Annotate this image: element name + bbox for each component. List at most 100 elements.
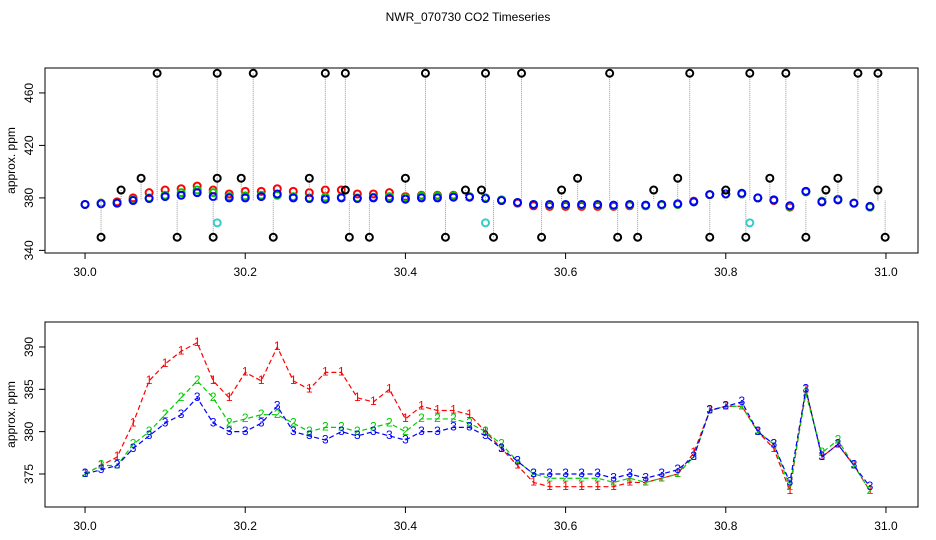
point-marker: 1	[386, 381, 393, 395]
point-marker: 1	[226, 390, 233, 404]
point	[609, 200, 619, 210]
point-marker: 2	[258, 407, 265, 421]
point-marker: 2	[130, 437, 137, 451]
point-marker: 1	[114, 449, 121, 463]
point	[128, 196, 138, 206]
point-marker: 2	[835, 432, 842, 446]
point	[873, 68, 883, 78]
point-marker: 1	[274, 339, 281, 353]
point-marker: 1	[434, 403, 441, 417]
point	[112, 198, 122, 208]
point	[821, 185, 831, 195]
point-marker: 2	[466, 415, 473, 429]
point-marker: 3	[851, 458, 858, 472]
point-marker: 1	[706, 403, 713, 417]
point	[853, 68, 863, 78]
point	[256, 186, 266, 196]
point	[481, 68, 491, 78]
point-marker: 1	[626, 475, 633, 489]
point-marker: 1	[851, 458, 858, 472]
point-marker: 2	[322, 420, 329, 434]
point	[561, 199, 571, 209]
point-marker: 3	[482, 428, 489, 442]
point-marker: 2	[530, 466, 537, 480]
point-marker: 1	[835, 437, 842, 451]
y-axis-label: approx. ppm	[4, 381, 18, 448]
point-marker: 1	[194, 335, 201, 349]
point-marker: 1	[578, 479, 585, 493]
point-marker: 2	[354, 424, 361, 438]
point	[212, 218, 222, 228]
point-marker: 1	[803, 381, 810, 395]
point-marker: 2	[626, 470, 633, 484]
point-marker: 2	[418, 411, 425, 425]
point	[224, 193, 234, 203]
point-marker: 3	[642, 470, 649, 484]
point-marker: 2	[819, 445, 826, 459]
x-tick-label: 30.6	[554, 519, 578, 533]
point-marker: 3	[370, 424, 377, 438]
point-marker: 1	[867, 483, 874, 497]
point-marker: 3	[738, 394, 745, 408]
point-marker: 2	[674, 466, 681, 480]
point-marker: 1	[402, 411, 409, 425]
point	[160, 192, 170, 202]
y-tick-label: 375	[22, 464, 36, 484]
point	[801, 186, 811, 196]
point-marker: 2	[402, 424, 409, 438]
point	[873, 185, 883, 195]
point	[633, 232, 643, 242]
point-marker: 3	[530, 466, 537, 480]
point-marker: 1	[242, 365, 249, 379]
point-marker: 1	[482, 424, 489, 438]
point	[849, 198, 859, 208]
point	[208, 192, 218, 202]
point	[384, 194, 394, 204]
y-axis-label: approx. ppm	[4, 127, 18, 194]
point	[865, 201, 875, 211]
point-marker: 2	[562, 470, 569, 484]
point-marker: 1	[594, 479, 601, 493]
point	[236, 173, 246, 183]
chart-title: NWR_070730 CO2 Timeseries	[386, 10, 551, 24]
point-marker: 1	[770, 441, 777, 455]
point	[268, 232, 278, 242]
point-marker: 3	[610, 470, 617, 484]
point	[593, 199, 603, 209]
point-marker: 3	[434, 424, 441, 438]
point-marker: 1	[530, 475, 537, 489]
point	[368, 189, 378, 199]
point	[477, 185, 486, 195]
x-tick-label: 31.0	[874, 519, 898, 533]
point-marker: 2	[658, 470, 665, 484]
point-marker: 2	[722, 398, 729, 412]
point	[641, 200, 651, 210]
point	[172, 232, 182, 242]
y-tick-label: 340	[22, 240, 36, 260]
point	[176, 190, 186, 200]
point-marker: 2	[498, 437, 505, 451]
point	[657, 199, 667, 209]
point	[537, 232, 547, 242]
point-marker: 3	[242, 424, 249, 438]
point	[781, 68, 791, 78]
point	[460, 185, 470, 195]
point-marker: 1	[290, 373, 297, 387]
x-tick-label: 30.2	[234, 265, 258, 279]
point-marker: 2	[482, 424, 489, 438]
plot-frame	[44, 321, 919, 508]
point-marker: 1	[82, 466, 89, 480]
point	[144, 194, 154, 204]
point	[96, 199, 106, 209]
x-tick-label: 30.8	[714, 519, 738, 533]
point-marker: 1	[738, 398, 745, 412]
point	[364, 232, 374, 242]
point-marker: 2	[434, 411, 441, 425]
point-marker: 2	[450, 411, 457, 425]
point-marker: 3	[338, 424, 345, 438]
point-marker: 3	[194, 390, 201, 404]
point	[432, 193, 442, 203]
point	[605, 68, 615, 78]
series-line	[84, 389, 871, 488]
point	[464, 192, 474, 202]
